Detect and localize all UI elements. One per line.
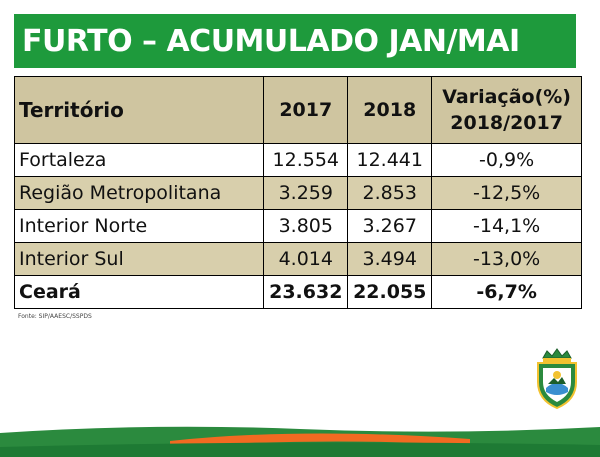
value-2018-cell: 2.853 [347,176,433,210]
value-2017-cell: 3.805 [263,209,349,243]
header-territory: Território [13,76,265,144]
variation-cell: -13,0% [431,242,582,276]
total-territory-cell: Ceará [13,275,265,309]
total-variation-cell: -6,7% [431,275,582,309]
footer-wave-decoration [0,426,600,457]
total-row: Ceará 23.632 22.055 -6,7% [13,275,582,309]
title-banner: FURTO – ACUMULADO JAN/MAI [14,14,576,68]
value-2017-cell: 12.554 [263,143,349,177]
page-title: FURTO – ACUMULADO JAN/MAI [22,23,520,59]
territory-cell: Interior Norte [13,209,265,243]
total-2017-cell: 23.632 [263,275,349,309]
value-2018-cell: 3.494 [347,242,433,276]
value-2017-cell: 3.259 [263,176,349,210]
table-row: Região Metropolitana 3.259 2.853 -12,5% [13,176,582,210]
header-variation: Variação(%) 2018/2017 [431,76,582,144]
value-2017-cell: 4.014 [263,242,349,276]
variation-cell: -12,5% [431,176,582,210]
table-header-row: Território 2017 2018 Variação(%) 2018/20… [13,76,582,144]
variation-cell: -14,1% [431,209,582,243]
state-coat-of-arms-icon [537,348,577,410]
table-row: Fortaleza 12.554 12.441 -0,9% [13,143,582,177]
value-2018-cell: 12.441 [347,143,433,177]
table-row: Interior Norte 3.805 3.267 -14,1% [13,209,582,243]
header-2017: 2017 [263,76,349,144]
header-variation-line1: Variação(%) [442,86,571,108]
variation-cell: -0,9% [431,143,582,177]
header-variation-line2: 2018/2017 [450,112,563,134]
value-2018-cell: 3.267 [347,209,433,243]
territory-cell: Região Metropolitana [13,176,265,210]
territory-cell: Fortaleza [13,143,265,177]
header-2018: 2018 [347,76,433,144]
total-2018-cell: 22.055 [347,275,433,309]
table-row: Interior Sul 4.014 3.494 -13,0% [13,242,582,276]
source-note: Fonte: SIP/AAESC/SSPDS [18,313,92,320]
territory-cell: Interior Sul [13,242,265,276]
theft-table: Território 2017 2018 Variação(%) 2018/20… [13,76,582,309]
